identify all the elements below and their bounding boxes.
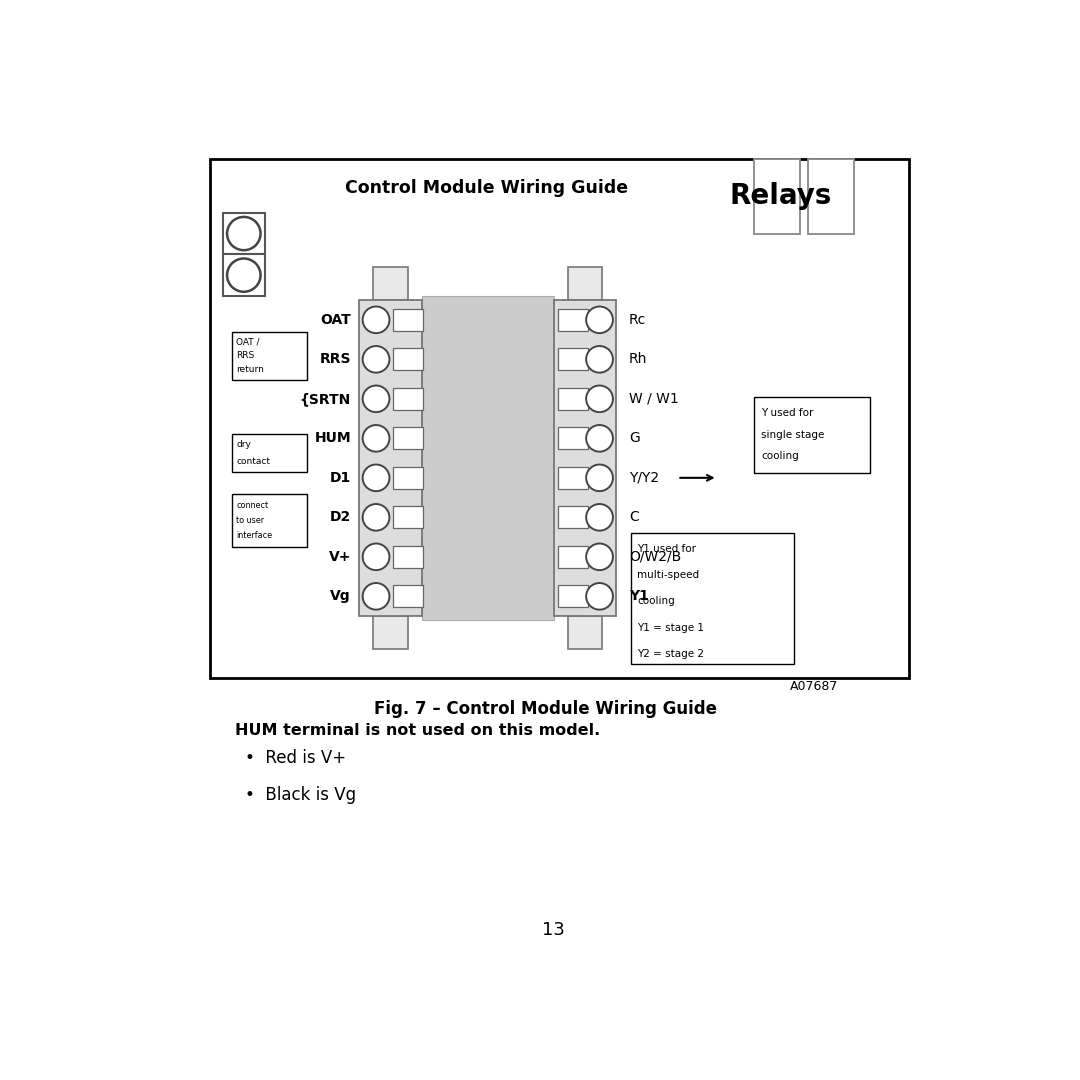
Bar — [554, 300, 617, 616]
Bar — [393, 585, 423, 607]
Bar — [374, 616, 408, 649]
Text: Y1: Y1 — [629, 590, 649, 604]
Text: G: G — [629, 431, 639, 445]
Circle shape — [363, 583, 390, 609]
Text: Fig. 7 – Control Module Wiring Guide: Fig. 7 – Control Module Wiring Guide — [374, 700, 717, 718]
Text: cooling: cooling — [761, 451, 799, 461]
Bar — [754, 159, 800, 233]
Text: Vg: Vg — [330, 590, 351, 604]
Bar — [393, 546, 423, 568]
Circle shape — [586, 583, 613, 609]
Bar — [557, 388, 588, 409]
Bar — [568, 616, 603, 649]
Circle shape — [586, 307, 613, 333]
Text: contact: contact — [237, 457, 270, 465]
Text: HUM terminal is not used on this model.: HUM terminal is not used on this model. — [235, 724, 600, 739]
Circle shape — [586, 464, 613, 491]
Circle shape — [227, 217, 260, 251]
Text: D1: D1 — [329, 471, 351, 485]
Circle shape — [363, 307, 390, 333]
Text: RRS: RRS — [320, 352, 351, 366]
Text: C: C — [629, 511, 638, 524]
Circle shape — [586, 346, 613, 373]
Text: OAT: OAT — [320, 313, 351, 327]
Text: •  Black is Vg: • Black is Vg — [245, 786, 356, 804]
Text: single stage: single stage — [761, 430, 824, 440]
Text: A07687: A07687 — [789, 680, 838, 693]
Bar — [754, 396, 869, 473]
Bar — [360, 300, 422, 616]
Text: HUM: HUM — [314, 431, 351, 445]
Bar — [557, 467, 588, 488]
Bar — [374, 267, 408, 300]
Text: to user: to user — [237, 516, 265, 525]
Circle shape — [363, 504, 390, 530]
Bar — [393, 467, 423, 488]
Text: Y/Y2: Y/Y2 — [629, 471, 659, 485]
Bar — [557, 546, 588, 568]
Circle shape — [363, 464, 390, 491]
Bar — [232, 332, 308, 380]
Circle shape — [586, 504, 613, 530]
Text: •  Red is V+: • Red is V+ — [245, 750, 347, 767]
Circle shape — [586, 386, 613, 413]
Bar — [393, 507, 423, 528]
Text: interface: interface — [237, 531, 272, 540]
Circle shape — [363, 346, 390, 373]
Text: multi-speed: multi-speed — [637, 570, 700, 580]
Bar — [557, 428, 588, 449]
Bar — [557, 507, 588, 528]
Text: V+: V+ — [328, 550, 351, 564]
Bar — [393, 428, 423, 449]
Text: W / W1: W / W1 — [629, 392, 678, 406]
Text: Control Module Wiring Guide: Control Module Wiring Guide — [345, 179, 629, 197]
Bar — [393, 309, 423, 330]
Bar — [232, 434, 308, 472]
Text: connect: connect — [237, 501, 269, 510]
Bar — [393, 388, 423, 409]
Bar — [557, 349, 588, 370]
Circle shape — [363, 543, 390, 570]
Bar — [808, 159, 854, 233]
Text: D2: D2 — [329, 511, 351, 524]
Circle shape — [586, 426, 613, 451]
Circle shape — [227, 258, 260, 292]
Text: OAT /: OAT / — [237, 338, 260, 347]
Bar — [222, 255, 265, 296]
Circle shape — [363, 426, 390, 451]
Text: {SRTN: {SRTN — [299, 392, 351, 406]
Text: RRS: RRS — [237, 351, 255, 361]
Text: return: return — [237, 365, 265, 374]
Text: Y1 = stage 1: Y1 = stage 1 — [637, 622, 704, 633]
Circle shape — [363, 386, 390, 413]
Text: Y used for: Y used for — [761, 408, 813, 418]
Text: Relays: Relays — [730, 183, 833, 211]
Bar — [557, 309, 588, 330]
Text: O/W2/B: O/W2/B — [629, 550, 681, 564]
Bar — [422, 296, 554, 620]
Bar — [568, 267, 603, 300]
Bar — [222, 213, 265, 255]
Bar — [393, 349, 423, 370]
Bar — [557, 585, 588, 607]
Bar — [631, 532, 794, 664]
Text: 13: 13 — [542, 920, 565, 939]
Text: Rc: Rc — [629, 313, 646, 327]
Circle shape — [586, 543, 613, 570]
Text: Y2 = stage 2: Y2 = stage 2 — [637, 649, 704, 659]
Text: Rh: Rh — [629, 352, 647, 366]
Text: dry: dry — [237, 441, 252, 449]
Bar — [211, 159, 909, 678]
Bar — [232, 494, 308, 548]
Text: cooling: cooling — [637, 596, 675, 606]
Text: Y1 used for: Y1 used for — [637, 543, 697, 554]
